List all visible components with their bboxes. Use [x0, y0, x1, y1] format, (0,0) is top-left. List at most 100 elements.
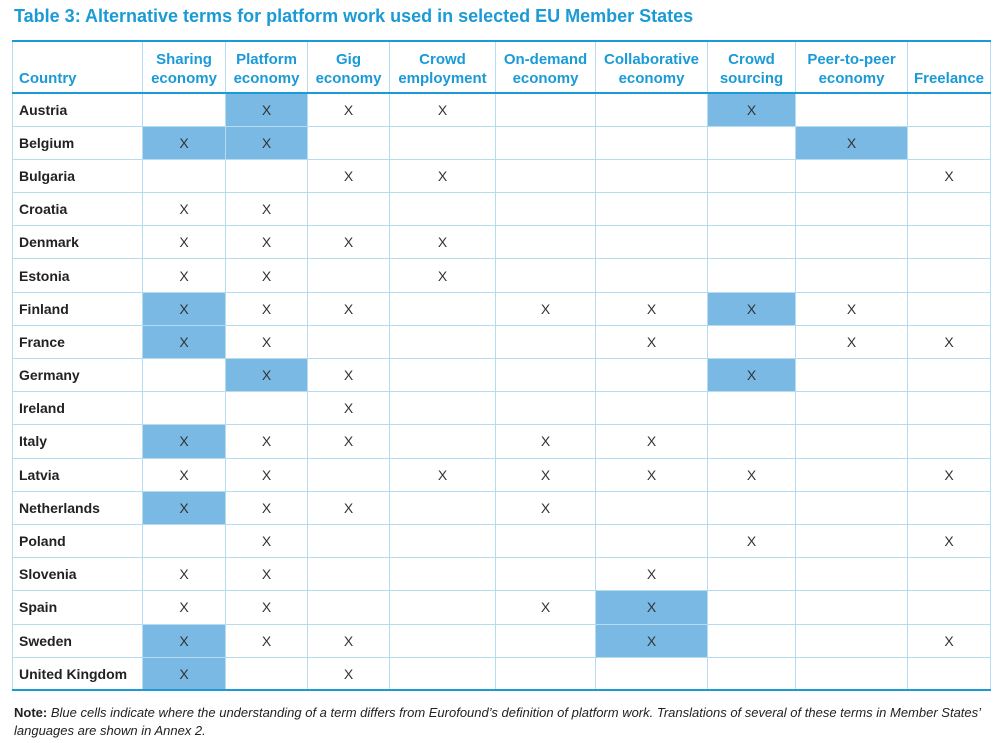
table-row: Sweden X X X X X	[12, 623, 991, 658]
term-cell	[707, 125, 796, 160]
term-cell: X	[225, 523, 308, 559]
column-header-line: sourcing	[719, 70, 784, 87]
column-header-line: Collaborative	[603, 51, 700, 68]
term-cell	[907, 656, 991, 692]
term-cell	[307, 125, 390, 160]
term-cell: X	[307, 92, 390, 127]
term-cell: X	[495, 457, 596, 492]
column-header-line	[909, 50, 990, 69]
term-cell	[595, 225, 708, 260]
column-header: On-demand economy	[495, 40, 596, 94]
term-cell	[595, 523, 708, 559]
term-cell	[495, 192, 596, 227]
term-cell	[307, 192, 390, 227]
term-cell	[707, 324, 796, 360]
term-cell	[495, 357, 596, 393]
term-cell	[707, 623, 796, 658]
term-cell	[495, 125, 596, 160]
term-cell	[907, 557, 991, 592]
term-cell	[142, 92, 226, 127]
table-row: United Kingdom X X	[12, 656, 991, 692]
term-cell	[495, 656, 596, 692]
country-cell: Ireland	[12, 391, 143, 426]
term-cell	[707, 490, 796, 525]
term-cell	[389, 656, 496, 692]
term-cell	[389, 391, 496, 426]
table-row: Estonia X X X	[12, 258, 991, 293]
term-cell	[307, 457, 390, 492]
term-cell	[389, 424, 496, 459]
table-row: Denmark X X X X	[12, 225, 991, 260]
column-header-line: economy	[618, 70, 685, 87]
term-cell	[225, 656, 308, 692]
term-cell	[907, 291, 991, 326]
term-cell	[142, 357, 226, 393]
term-cell	[795, 457, 908, 492]
term-cell	[307, 258, 390, 293]
term-cell: X	[495, 291, 596, 326]
term-cell	[595, 656, 708, 692]
term-cell	[795, 391, 908, 426]
column-header-line: economy	[315, 70, 382, 87]
term-cell: X	[707, 291, 796, 326]
term-cell	[795, 92, 908, 127]
term-cell	[907, 192, 991, 227]
term-cell: X	[307, 158, 390, 194]
term-cell: X	[495, 590, 596, 625]
column-header-country: Country	[12, 40, 143, 94]
term-cell	[495, 158, 596, 194]
term-cell	[307, 523, 390, 559]
country-cell: Germany	[12, 357, 143, 393]
term-cell	[907, 258, 991, 293]
term-cell: X	[389, 225, 496, 260]
table-row: Croatia X X	[12, 192, 991, 227]
term-cell: X	[142, 125, 226, 160]
column-header-line: Platform	[236, 51, 297, 68]
term-cell	[389, 490, 496, 525]
term-cell: X	[389, 158, 496, 194]
term-cell	[225, 158, 308, 194]
column-header: Crowd employment	[389, 40, 496, 94]
term-cell	[795, 523, 908, 559]
term-cell	[595, 490, 708, 525]
term-cell	[595, 125, 708, 160]
table-row: Ireland X	[12, 391, 991, 426]
table-row: Finland X X X X X X X	[12, 291, 991, 326]
table-row: France X X X X X	[12, 324, 991, 360]
term-cell	[225, 391, 308, 426]
term-cell: X	[225, 457, 308, 492]
column-header-line: economy	[512, 70, 579, 87]
column-header-line: Crowd	[728, 51, 775, 68]
country-cell: Latvia	[12, 457, 143, 492]
term-cell: X	[142, 324, 226, 360]
country-cell: United Kingdom	[12, 656, 143, 692]
term-cell: X	[225, 324, 308, 360]
term-cell: X	[795, 324, 908, 360]
term-cell: X	[307, 623, 390, 658]
country-cell: Poland	[12, 523, 143, 559]
term-cell	[707, 656, 796, 692]
term-cell	[707, 192, 796, 227]
country-cell: Belgium	[12, 125, 143, 160]
column-header-line: employment	[398, 70, 487, 87]
column-header: Freelance	[907, 40, 991, 94]
note-label: Note:	[14, 705, 48, 720]
term-cell: X	[225, 258, 308, 293]
term-cell	[142, 158, 226, 194]
table-row: Germany X X X	[12, 357, 991, 393]
term-cell: X	[225, 92, 308, 127]
country-cell: France	[12, 324, 143, 360]
term-cell	[907, 92, 991, 127]
term-cell	[595, 357, 708, 393]
note-text: Blue cells indicate where the understand…	[14, 705, 981, 738]
column-header: Platform economy	[225, 40, 308, 94]
term-cell: X	[907, 523, 991, 559]
column-header: Crowd sourcing	[707, 40, 796, 94]
table-row: Belgium X X X	[12, 125, 991, 160]
country-cell: Estonia	[12, 258, 143, 293]
table-body: Austria X X X X Belgium X X X Bulgaria X X X Croatia X…	[12, 92, 991, 692]
term-cell	[595, 391, 708, 426]
term-cell	[307, 324, 390, 360]
term-cell	[907, 125, 991, 160]
term-cell: X	[595, 590, 708, 625]
